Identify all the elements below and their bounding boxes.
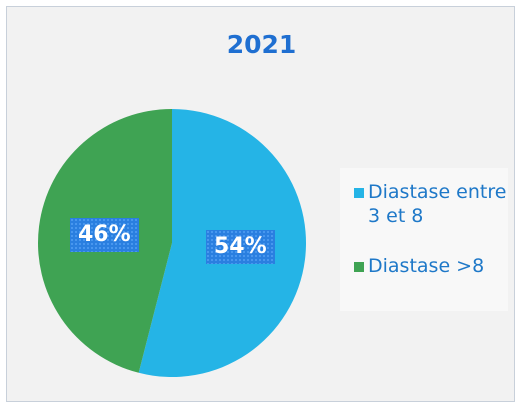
legend-label: Diastase entre 3 et 8 (368, 181, 507, 227)
legend-item-diastase-gt-8: Diastase >8 (354, 254, 508, 278)
legend-item-diastase-3-8: Diastase entre 3 et 8 (354, 180, 508, 228)
legend: Diastase entre 3 et 8 Diastase >8 (340, 168, 508, 311)
chart-title: 2021 (226, 30, 297, 59)
legend-swatch (354, 188, 364, 198)
legend-swatch (354, 262, 364, 272)
data-label-slice-1: 46% (70, 218, 139, 252)
legend-label: Diastase >8 (368, 255, 485, 277)
data-label-slice-0: 54% (206, 230, 275, 264)
